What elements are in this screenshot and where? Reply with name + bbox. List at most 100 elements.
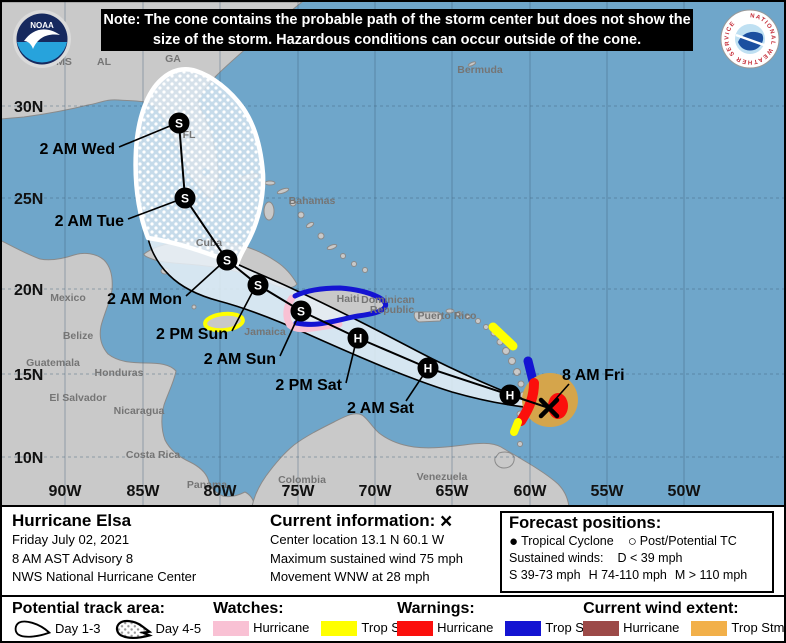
map-svg: MS AL GAFLBermudaBahamasCubaMexicoBelizeGu… xyxy=(2,2,784,505)
legend-strip: Potential track area: Day 1-3 Day 4-5 Wa… xyxy=(2,595,784,641)
watch-hurricane-swatch xyxy=(213,620,250,636)
forecast-point-6 xyxy=(216,249,238,271)
tropical-cyclone-label: Tropical Cyclone xyxy=(521,534,614,548)
forecast-point-3 xyxy=(347,327,369,349)
wind-category-h: H 74-110 mph xyxy=(588,568,667,582)
extent-hurricane-swatch xyxy=(583,620,620,636)
lat-label-10N: 10N xyxy=(14,450,43,467)
leader-2-AM-Tue xyxy=(127,200,177,220)
current-info-panel: Current information: × Center location 1… xyxy=(270,511,500,593)
noaa-gull xyxy=(24,29,60,49)
forecast-point-7 xyxy=(174,187,196,209)
geo-label-jamaica: Jamaica xyxy=(244,326,286,338)
geo-label-venezuela: Venezuela xyxy=(417,471,468,483)
post-potential-tc-icon: ○ xyxy=(627,533,637,550)
cone-day1-3-icon xyxy=(14,620,52,638)
lat-label-20N: 20N xyxy=(14,282,43,299)
cayman xyxy=(191,304,197,310)
sustained-winds-label: Sustained winds: xyxy=(509,551,604,565)
forecast-positions-panel: Forecast positions: ● Tropical Cyclone ○… xyxy=(500,511,774,593)
forecast-point-4 xyxy=(290,300,312,322)
watch-trop-storm-jamaica xyxy=(203,311,245,333)
forecast-point-5 xyxy=(247,274,269,296)
cone-note: Note: The cone contains the probable pat… xyxy=(101,9,693,51)
wind-category-d: D < 39 mph xyxy=(617,551,683,565)
noaa-logo: NOAA xyxy=(13,10,71,68)
lon-label-90W: 90W xyxy=(49,483,83,500)
extent-trop-swatch xyxy=(691,620,728,636)
lon-label-75W: 75W xyxy=(282,483,316,500)
geo-label-bahamas: Bahamas xyxy=(289,195,336,207)
forecast-point-letter-6: S xyxy=(223,254,231,268)
leader-2-AM-Sun xyxy=(279,318,298,357)
forecast-point-letter-7: S xyxy=(181,192,189,206)
forecast-point-2 xyxy=(417,357,439,379)
lon-label-65W: 65W xyxy=(436,483,470,500)
geo-label-belize: Belize xyxy=(63,330,94,342)
forecast-point-8 xyxy=(168,112,190,134)
cone-day4-5-icon xyxy=(115,619,153,639)
extent-trop-label: Trop Stm xyxy=(731,620,785,635)
storm-title: Hurricane Elsa xyxy=(12,511,132,530)
geo-label-mexico: Mexico xyxy=(50,292,86,304)
geo-label-costa-rica: Costa Rica xyxy=(126,449,180,461)
geo-label-el-salvador: El Salvador xyxy=(49,392,106,404)
forecast-point-letter-3: H xyxy=(354,332,363,346)
wind-category-m: M > 110 mph xyxy=(674,568,748,582)
lon-label-85W: 85W xyxy=(127,483,161,500)
nws-logo: NATIONAL WEATHER SERVICE xyxy=(720,9,780,69)
map-area: MS AL GA FL Bermuda Bahamas Cuba Mexico Belize Gu… xyxy=(2,2,784,505)
geo-label-bermuda: Bermuda xyxy=(457,64,503,76)
warning-hurricane-label: Hurricane xyxy=(437,620,494,635)
legend-warnings: Warnings: Hurricane Trop Stm xyxy=(397,599,598,639)
geo-label-cuba: Cuba xyxy=(196,237,222,249)
geo-label-panama: Panama xyxy=(187,479,227,491)
forecast-positions-title: Forecast positions: xyxy=(509,514,662,532)
track-label-2-PM-Sun: 2 PM Sun xyxy=(156,326,228,343)
forecast-point-letter-8: S xyxy=(175,117,183,131)
info-strip: Hurricane Elsa Friday July 02, 2021 8 AM… xyxy=(2,505,784,595)
svg-text:NOAA: NOAA xyxy=(30,21,54,30)
day13-label: Day 1-3 xyxy=(55,621,101,636)
warnings-title: Warnings: xyxy=(397,600,475,617)
geo-label-haiti: Haiti xyxy=(337,293,360,305)
lat-label-30N: 30N xyxy=(14,99,43,116)
forecast-point-letter-1: H xyxy=(506,389,515,403)
forecast-point-letter-2: H xyxy=(424,362,433,376)
center-location: Center location 13.1 N 60.1 W xyxy=(270,532,445,547)
advisory-number: 8 AM AST Advisory 8 xyxy=(12,550,134,566)
geo-label-al: AL xyxy=(97,56,112,68)
leader-2-AM-Wed xyxy=(118,125,171,148)
leader-2-PM-Sat xyxy=(345,345,356,384)
land-trinidad xyxy=(494,451,515,469)
warning-hurricane-swatch xyxy=(397,620,434,636)
geo-label-guatemala: Guatemala xyxy=(26,357,80,369)
lon-label-70W: 70W xyxy=(359,483,393,500)
current-position-x-marker xyxy=(538,397,560,419)
warning-trop-storm-hispaniola xyxy=(292,285,389,327)
tropical-cyclone-icon: ● xyxy=(509,533,519,550)
geo-label-fl: FL xyxy=(183,129,196,141)
forecast-track: 8 AM Fri 2 AM Sat 2 PM Sat 2 AM Sun 2 PM Sun… xyxy=(39,112,625,419)
geo-label-nicaragua: Nicaragua xyxy=(114,405,165,417)
day45-label: Day 4-5 xyxy=(155,621,202,636)
warning-trop-storm-martinique xyxy=(523,356,538,386)
geo-label-republic: Republic xyxy=(370,304,414,316)
wind-extent-title: Current wind extent: xyxy=(583,600,739,617)
leader-2-AM-Mon xyxy=(185,265,220,297)
potential-track-title: Potential track area: xyxy=(12,600,165,617)
geo-label-ga: GA xyxy=(165,53,181,65)
track-label-2-AM-Tue: 2 AM Tue xyxy=(55,213,124,230)
lon-label-60W: 60W xyxy=(514,483,548,500)
watches-title: Watches: xyxy=(213,600,284,617)
warning-trop-swatch xyxy=(505,620,542,636)
extent-hurricane-label: Hurricane xyxy=(623,620,680,635)
lon-label-50W: 50W xyxy=(668,483,702,500)
track-label-2-AM-Sat: 2 AM Sat xyxy=(347,400,415,417)
forecast-point-1 xyxy=(499,384,521,406)
movement: Movement WNW at 28 mph xyxy=(270,569,430,584)
leader-2-AM-Sat xyxy=(405,373,425,402)
lon-label-80W: 80W xyxy=(204,483,238,500)
watch-trop-storm-guadeloupe xyxy=(488,322,518,351)
